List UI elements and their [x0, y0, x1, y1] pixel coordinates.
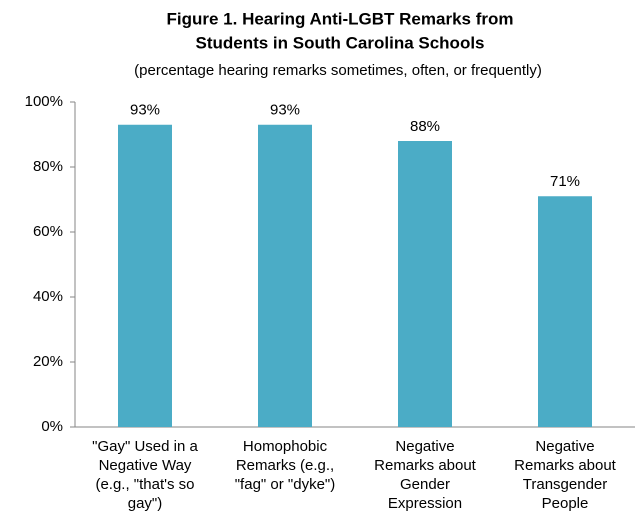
chart-title: Figure 1. Hearing Anti-LGBT Remarks from	[167, 9, 514, 28]
bar	[538, 196, 592, 427]
x-tick-label: (e.g., "that's so	[95, 476, 194, 493]
y-tick-label: 40%	[33, 288, 63, 305]
x-tick-label: Transgender	[523, 476, 608, 493]
y-tick-label: 80%	[33, 158, 63, 175]
chart-title: Students in South Carolina Schools	[195, 33, 484, 52]
x-tick-label: Negative	[535, 438, 594, 455]
x-tick-label: gay")	[128, 495, 163, 512]
x-tick-label: Gender	[400, 476, 450, 493]
data-label: 71%	[550, 173, 580, 190]
bar	[118, 124, 172, 427]
x-tick-label: "Gay" Used in a	[92, 438, 198, 455]
x-tick-label: Remarks about	[514, 457, 617, 474]
y-tick-label: 20%	[33, 353, 63, 370]
bar	[398, 141, 452, 427]
chart-subtitle: (percentage hearing remarks sometimes, o…	[134, 62, 542, 79]
x-tick-label: "fag" or "dyke")	[235, 476, 336, 493]
x-tick-label: People	[542, 495, 589, 512]
x-tick-label: Homophobic	[243, 438, 328, 455]
x-tick-label: Remarks about	[374, 457, 477, 474]
y-tick-label: 100%	[25, 93, 63, 110]
x-tick-label: Negative Way	[99, 457, 192, 474]
x-tick-label: Expression	[388, 495, 462, 512]
x-tick-label: Remarks (e.g.,	[236, 457, 334, 474]
data-label: 93%	[130, 102, 160, 119]
y-tick-label: 0%	[41, 418, 63, 435]
x-tick-label: Negative	[395, 438, 454, 455]
bar	[258, 124, 312, 427]
data-label: 93%	[270, 102, 300, 119]
y-tick-label: 60%	[33, 223, 63, 240]
data-label: 88%	[410, 118, 440, 135]
